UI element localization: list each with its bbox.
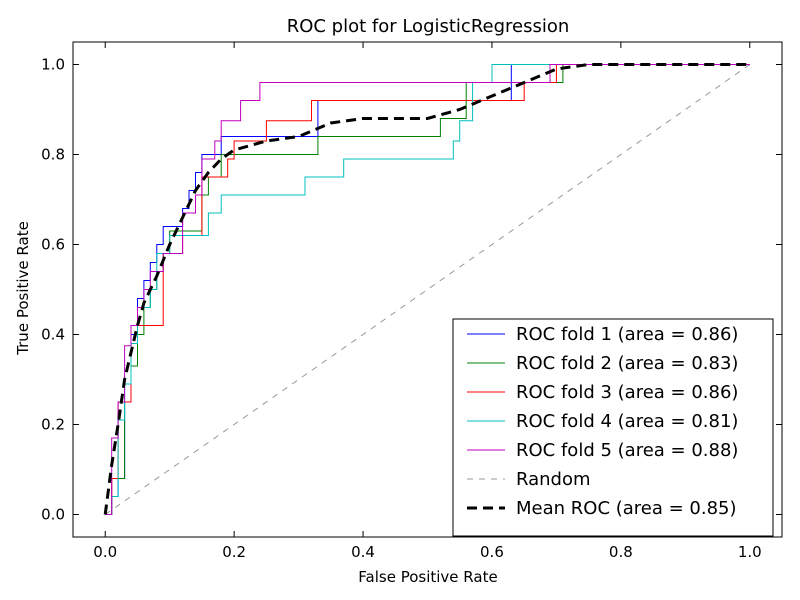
x-tick-label: 0.8	[609, 543, 633, 561]
y-tick-label: 0.6	[41, 236, 65, 254]
x-tick-label: 0.2	[222, 543, 246, 561]
y-tick-label: 0.2	[41, 416, 65, 434]
y-tick-label: 0.4	[41, 326, 65, 344]
legend-label: ROC fold 4 (area = 0.81)	[516, 411, 738, 432]
legend-label: ROC fold 1 (area = 0.86)	[516, 324, 738, 345]
chart-title: ROC plot for LogisticRegression	[287, 16, 570, 37]
legend: ROC fold 1 (area = 0.86) ROC fold 2 (area…	[452, 318, 774, 537]
x-tick-label: 0.0	[93, 543, 117, 561]
legend-box	[452, 318, 774, 537]
x-tick-label: 0.6	[480, 543, 504, 561]
legend-label: ROC fold 2 (area = 0.83)	[516, 353, 738, 374]
plot-area	[103, 63, 751, 515]
axes-frame	[72, 41, 783, 538]
legend-label: ROC fold 5 (area = 0.88)	[516, 440, 738, 461]
series-line-7	[103, 63, 750, 515]
y-axis-label: True Positive Rate	[14, 221, 32, 356]
y-tick-label: 0.0	[41, 506, 65, 524]
y-tick-label: 0.8	[41, 146, 65, 164]
legend-label: Mean ROC (area = 0.85)	[516, 498, 737, 519]
y-tick-label: 1.0	[41, 56, 65, 74]
axes: 0.0 0.2 0.4 0.6 0.8 1.0 0.0 0.2 0.4 0.6 0.8 1.0	[41, 41, 783, 561]
series-line-5	[105, 64, 750, 515]
legend-label: Random	[516, 469, 591, 490]
x-tick-label: 1.0	[738, 543, 762, 561]
legend-label: ROC fold 3 (area = 0.86)	[516, 382, 738, 403]
x-tick-label: 0.4	[351, 543, 375, 561]
x-axis-label: False Positive Rate	[358, 568, 497, 586]
